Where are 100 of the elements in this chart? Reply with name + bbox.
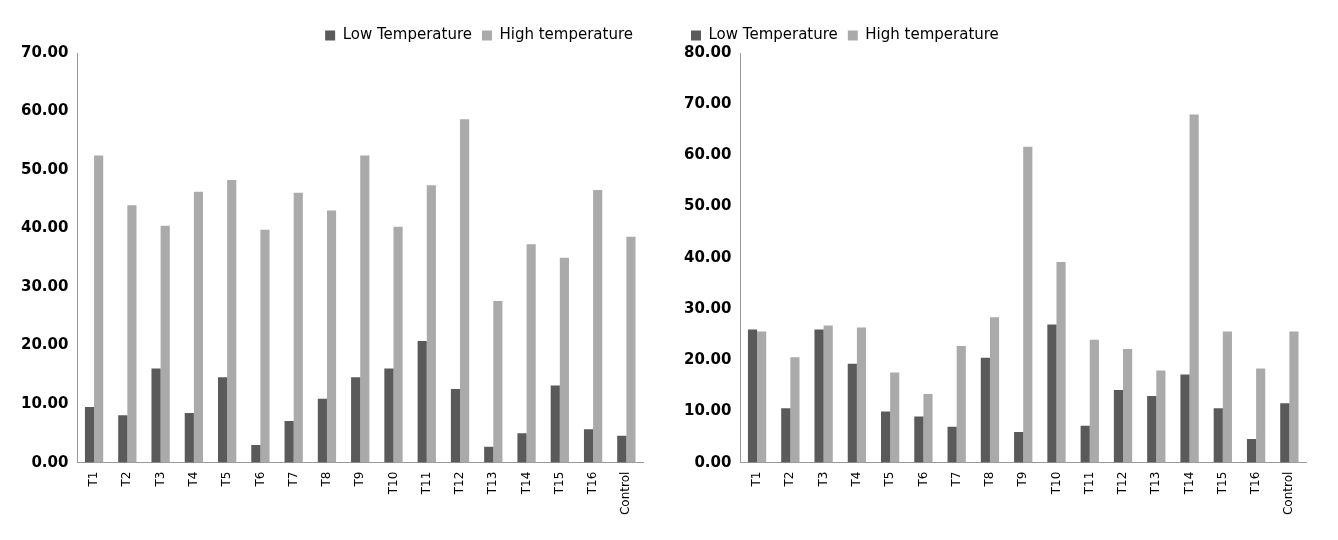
x-tick-label: T2 bbox=[119, 471, 134, 488]
y-tick-label: 30.00 bbox=[683, 298, 732, 317]
x-tick-label: T12 bbox=[1115, 471, 1130, 496]
bar bbox=[193, 191, 204, 463]
bar bbox=[1180, 374, 1190, 463]
bar bbox=[1123, 348, 1133, 463]
bar bbox=[284, 421, 294, 463]
bar bbox=[781, 408, 791, 463]
bar bbox=[118, 415, 128, 463]
bar bbox=[1156, 370, 1166, 463]
bar bbox=[790, 357, 800, 463]
bar bbox=[989, 317, 1000, 463]
bar bbox=[450, 388, 461, 463]
x-tick-label: T1 bbox=[86, 471, 101, 488]
x-tick-label: T4 bbox=[186, 471, 201, 488]
bar bbox=[1222, 331, 1232, 463]
bar bbox=[881, 411, 891, 463]
y-tick-label: 20.00 bbox=[683, 350, 732, 369]
x-tick-label: T7 bbox=[285, 471, 300, 488]
bar bbox=[384, 368, 394, 463]
bar bbox=[1089, 339, 1099, 463]
x-tick-label: T3 bbox=[815, 471, 830, 488]
y-tick-label: 40.00 bbox=[20, 218, 69, 237]
bar bbox=[1256, 368, 1266, 463]
x-tick-label: T6 bbox=[915, 471, 930, 488]
bar bbox=[84, 407, 95, 463]
x-tick-label: Control bbox=[618, 471, 633, 516]
bar bbox=[1289, 331, 1299, 463]
y-tick-label: 70.00 bbox=[683, 94, 732, 113]
y-tick-label: 80.00 bbox=[683, 42, 732, 61]
x-tick-label: T1 bbox=[749, 471, 764, 488]
x-tick-label: Control bbox=[1281, 471, 1296, 516]
x-tick-label: T2 bbox=[782, 471, 797, 488]
y-tick-label: 60.00 bbox=[683, 145, 732, 164]
bar bbox=[94, 155, 104, 463]
bar bbox=[1280, 403, 1290, 463]
bar bbox=[426, 185, 436, 463]
bar bbox=[218, 377, 228, 463]
bar bbox=[460, 119, 470, 463]
x-tick-label: T9 bbox=[352, 471, 367, 488]
bar bbox=[360, 155, 370, 463]
bar bbox=[757, 331, 767, 463]
y-tick-label: 50.00 bbox=[683, 196, 732, 215]
x-tick-label: T15 bbox=[551, 471, 566, 496]
bar bbox=[127, 205, 137, 463]
bar bbox=[1246, 439, 1257, 463]
bar bbox=[847, 363, 857, 463]
legend-label: Low Temperature bbox=[708, 25, 838, 44]
bar bbox=[493, 301, 503, 463]
y-tick-label: 10.00 bbox=[683, 401, 732, 420]
bar bbox=[484, 446, 494, 463]
bar bbox=[326, 210, 337, 463]
y-tick-label: 40.00 bbox=[683, 247, 732, 266]
bar bbox=[1023, 146, 1033, 463]
bar bbox=[923, 394, 933, 463]
y-tick-label: 70.00 bbox=[20, 42, 69, 61]
bar bbox=[583, 429, 594, 463]
bar bbox=[956, 345, 966, 463]
legend-label: Low Temperature bbox=[342, 25, 472, 44]
x-tick-label: T9 bbox=[1015, 471, 1030, 488]
bar bbox=[814, 329, 824, 463]
bar bbox=[747, 329, 758, 463]
x-tick-label: T14 bbox=[518, 471, 533, 496]
y-tick-label: 0.00 bbox=[31, 452, 69, 471]
bar bbox=[393, 226, 403, 463]
bar bbox=[617, 435, 627, 463]
bar bbox=[251, 445, 261, 463]
bar bbox=[1047, 324, 1057, 463]
bar bbox=[947, 426, 957, 463]
bar bbox=[1189, 114, 1199, 463]
bar bbox=[260, 229, 270, 463]
bar bbox=[856, 327, 867, 463]
y-tick-label: 20.00 bbox=[20, 335, 69, 354]
bar bbox=[351, 377, 361, 463]
y-tick-label: 60.00 bbox=[20, 101, 69, 120]
bar bbox=[1080, 425, 1090, 463]
bar bbox=[1113, 389, 1124, 463]
y-tick-label: 50.00 bbox=[20, 159, 69, 178]
x-tick-label: T5 bbox=[219, 471, 234, 488]
x-tick-label: T10 bbox=[1048, 471, 1063, 496]
x-tick-label: T3 bbox=[152, 471, 167, 488]
x-tick-label: T13 bbox=[1148, 471, 1163, 496]
bar bbox=[593, 189, 603, 463]
x-tick-label: T16 bbox=[585, 471, 600, 496]
x-tick-label: T6 bbox=[252, 471, 267, 488]
x-tick-label: T8 bbox=[982, 471, 997, 488]
bar bbox=[1014, 431, 1024, 463]
bar bbox=[980, 357, 990, 463]
x-tick-label: T11 bbox=[418, 471, 433, 496]
bar bbox=[184, 412, 194, 463]
x-tick-label: T10 bbox=[385, 471, 400, 496]
bar bbox=[1056, 261, 1066, 463]
bar bbox=[151, 368, 161, 463]
x-tick-label: T5 bbox=[882, 471, 897, 488]
bar bbox=[227, 179, 237, 463]
bar bbox=[293, 192, 303, 463]
bar bbox=[823, 325, 833, 463]
bar bbox=[890, 372, 900, 463]
x-tick-label: T16 bbox=[1248, 471, 1263, 496]
y-tick-label: 10.00 bbox=[20, 394, 69, 412]
